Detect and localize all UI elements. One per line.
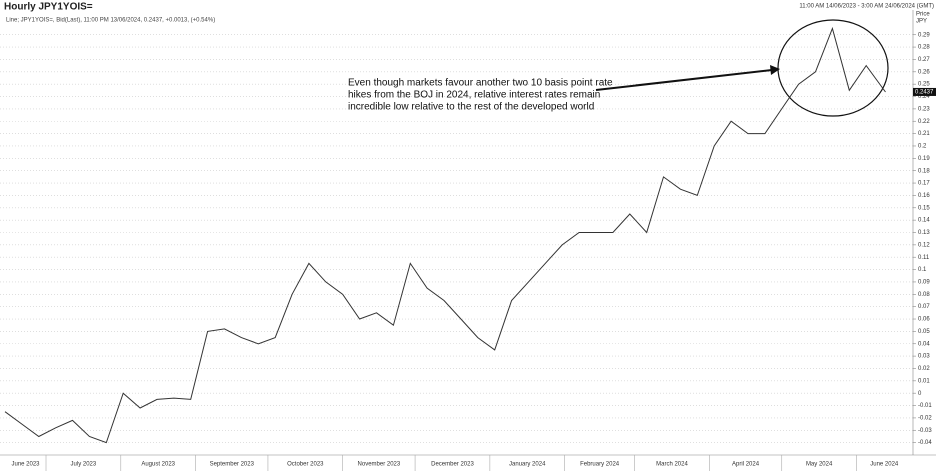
x-month-label: August 2023 (141, 462, 175, 468)
arrow-shaft (595, 69, 773, 91)
y-tick-label: 0.05 (918, 329, 930, 335)
y-tick-label: 0.27 (918, 57, 930, 63)
y-tick-label: 0.23 (918, 106, 930, 112)
x-month-label: March 2024 (656, 462, 688, 468)
y-tick-label: 0.14 (918, 218, 930, 224)
y-tick-label: 0.06 (918, 317, 930, 323)
y-tick-label: 0.1 (918, 267, 927, 273)
y-tick-label: 0.04 (918, 341, 930, 347)
y-tick-label: -0.04 (918, 440, 932, 446)
y-tick-label: -0.03 (918, 428, 932, 434)
x-month-label: November 2023 (358, 462, 401, 468)
y-tick-label: 0.01 (918, 378, 930, 384)
y-tick-label: 0 (918, 391, 922, 397)
y-tick-label: 0.28 (918, 45, 930, 51)
y-tick-label: 0.03 (918, 354, 930, 360)
x-month-label: July 2023 (71, 462, 97, 468)
y-tick-label: -0.01 (918, 403, 932, 409)
y-tick-label: -0.02 (918, 415, 932, 421)
y-tick-label: 0.12 (918, 242, 930, 248)
y-tick-label: 0.17 (918, 181, 930, 187)
last-value-label: 0.2437 (915, 90, 934, 96)
y-tick-label: 0.2 (918, 144, 927, 150)
y-tick-label: 0.29 (918, 32, 930, 38)
y-tick-label: 0.21 (918, 131, 930, 137)
price-line (4, 26, 886, 444)
legend-text: Line; JPY1YOIS=, Bid(Last), 11:00 PM 13/… (6, 18, 215, 24)
arrow-head (770, 65, 780, 75)
y-tick-label: 0.26 (918, 69, 930, 75)
y-tick-label: 0.22 (918, 119, 930, 125)
y-axis-label: Price (916, 12, 930, 18)
x-month-label: April 2024 (732, 462, 760, 468)
y-tick-label: 0.09 (918, 280, 930, 286)
x-month-label: June 2024 (870, 462, 899, 468)
y-tick-label: 0.24 (918, 94, 930, 100)
annotation: hikes from the BOJ in 2024, relative int… (348, 90, 600, 101)
y-tick-label: 0.08 (918, 292, 930, 298)
y-axis-label: JPY (916, 19, 927, 25)
chart-title: Hourly JPY1YOIS= (4, 2, 93, 13)
x-month-label: December 2023 (431, 462, 474, 468)
y-tick-label: 0.15 (918, 205, 930, 211)
y-tick-label: 0.19 (918, 156, 930, 162)
x-month-label: September 2023 (210, 462, 255, 468)
annotation: Even though markets favour another two 1… (348, 78, 613, 89)
y-tick-label: 0.02 (918, 366, 930, 372)
x-month-label: May 2024 (806, 462, 833, 468)
y-tick-label: 0.11 (918, 255, 930, 261)
x-month-label: October 2023 (287, 462, 324, 468)
x-month-label: January 2024 (509, 462, 546, 468)
y-tick-label: 0.13 (918, 230, 930, 236)
date-range: 11:00 AM 14/06/2023 - 3:00 AM 24/06/2024… (799, 4, 934, 10)
y-tick-label: 0.16 (918, 193, 930, 199)
annotation: incredible low relative to the rest of t… (348, 102, 594, 113)
last-value-tag (913, 87, 936, 96)
y-tick-label: 0.25 (918, 82, 930, 88)
x-month-label: February 2024 (580, 462, 620, 468)
highlight-ellipse (777, 19, 889, 117)
x-month-label: June 2023 (11, 462, 40, 468)
y-tick-label: 0.18 (918, 168, 930, 174)
y-tick-label: 0.07 (918, 304, 930, 310)
